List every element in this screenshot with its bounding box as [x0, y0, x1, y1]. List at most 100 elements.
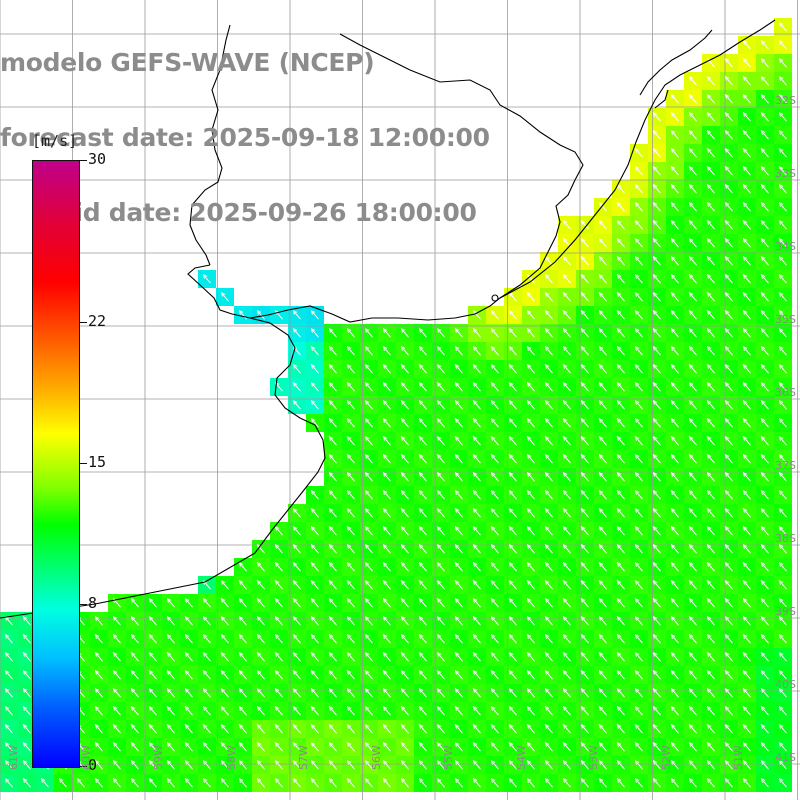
wind-arrow: [148, 778, 157, 788]
wind-arrow: [652, 274, 661, 284]
wind-arrow: [562, 436, 571, 446]
wind-arrow: [454, 706, 463, 716]
wind-arrow: [220, 706, 229, 716]
wind-arrow: [202, 616, 211, 626]
wind-arrow: [760, 436, 769, 446]
wind-arrow: [256, 652, 265, 662]
wind-arrow: [706, 742, 715, 752]
wind-arrow: [526, 616, 535, 626]
wind-arrow: [706, 634, 715, 644]
wind-arrow: [292, 562, 301, 572]
wind-arrow: [4, 634, 13, 644]
wind-arrow: [508, 418, 517, 428]
wind-arrow: [616, 544, 625, 554]
wind-arrow: [220, 760, 229, 770]
wind-arrow: [112, 634, 121, 644]
wind-arrow: [598, 634, 607, 644]
wind-arrow: [346, 526, 355, 536]
latitude-label: 35S: [775, 313, 796, 326]
wind-arrow: [580, 778, 589, 788]
wind-arrow: [706, 688, 715, 698]
wind-arrow: [418, 652, 427, 662]
wind-arrow: [130, 778, 139, 788]
wind-arrow: [346, 400, 355, 410]
wind-arrow: [580, 742, 589, 752]
wind-arrow: [274, 778, 283, 788]
longitude-label: 61W: [7, 745, 20, 770]
wind-arrow: [670, 742, 679, 752]
colorbar-tick-label: 22: [88, 311, 107, 330]
wind-arrow: [292, 724, 301, 734]
wind-arrow: [760, 508, 769, 518]
wind-arrow: [472, 382, 481, 392]
wind-arrow: [346, 490, 355, 500]
wind-arrow: [706, 454, 715, 464]
wind-arrow: [346, 364, 355, 374]
wind-arrow: [436, 328, 445, 338]
wind-arrow: [670, 274, 679, 284]
lagoon-outline: [639, 29, 713, 109]
wind-arrow: [688, 526, 697, 536]
wind-arrow: [346, 778, 355, 788]
wind-arrow: [94, 724, 103, 734]
wind-arrow: [706, 472, 715, 482]
wind-arrow: [346, 688, 355, 698]
wind-arrow: [472, 400, 481, 410]
wind-arrow: [580, 706, 589, 716]
wind-arrow: [364, 724, 373, 734]
wind-arrow: [400, 598, 409, 608]
wind-arrow: [544, 472, 553, 482]
wind-arrow: [688, 544, 697, 554]
wind-arrow: [688, 400, 697, 410]
wind-arrow: [742, 166, 751, 176]
wind-arrow: [202, 598, 211, 608]
wind-arrow: [328, 346, 337, 356]
wind-arrow: [112, 652, 121, 662]
wind-arrow: [310, 634, 319, 644]
wind-arrow: [238, 688, 247, 698]
wind-arrow: [742, 706, 751, 716]
wind-arrow: [544, 580, 553, 590]
wind-arrow: [598, 436, 607, 446]
wind-arrow: [616, 454, 625, 464]
wind-arrow: [454, 616, 463, 626]
wind-arrow: [562, 472, 571, 482]
wind-arrow: [580, 472, 589, 482]
wind-arrow: [742, 616, 751, 626]
wind-arrow: [616, 706, 625, 716]
wind-arrow: [580, 292, 589, 302]
wind-arrow: [778, 328, 787, 338]
wind-arrow: [490, 310, 499, 320]
wind-arrow: [202, 778, 211, 788]
wind-arrow: [310, 598, 319, 608]
wind-arrow: [238, 562, 247, 572]
wind-arrow: [598, 310, 607, 320]
wind-arrow: [778, 148, 787, 158]
wind-arrow: [670, 328, 679, 338]
wind-arrow: [472, 472, 481, 482]
wind-arrow: [328, 724, 337, 734]
wind-arrow: [454, 634, 463, 644]
wind-arrow: [112, 670, 121, 680]
wind-arrow: [544, 274, 553, 284]
wind-arrow: [94, 616, 103, 626]
wind-arrow: [310, 778, 319, 788]
wind-arrow: [742, 76, 751, 86]
wind-arrow: [238, 580, 247, 590]
wind-arrow: [382, 544, 391, 554]
wind-arrow: [670, 598, 679, 608]
wind-arrow: [328, 652, 337, 662]
wind-arrow: [652, 184, 661, 194]
wind-arrow: [418, 418, 427, 428]
wind-arrow: [274, 670, 283, 680]
wind-arrow: [634, 220, 643, 230]
wind-arrow: [742, 130, 751, 140]
wind-arrow: [562, 310, 571, 320]
wind-arrow: [346, 328, 355, 338]
wind-arrow: [310, 418, 319, 428]
wind-arrow: [580, 544, 589, 554]
wind-arrow: [652, 202, 661, 212]
wind-arrow: [598, 346, 607, 356]
wind-arrow: [616, 274, 625, 284]
wind-arrow: [706, 382, 715, 392]
